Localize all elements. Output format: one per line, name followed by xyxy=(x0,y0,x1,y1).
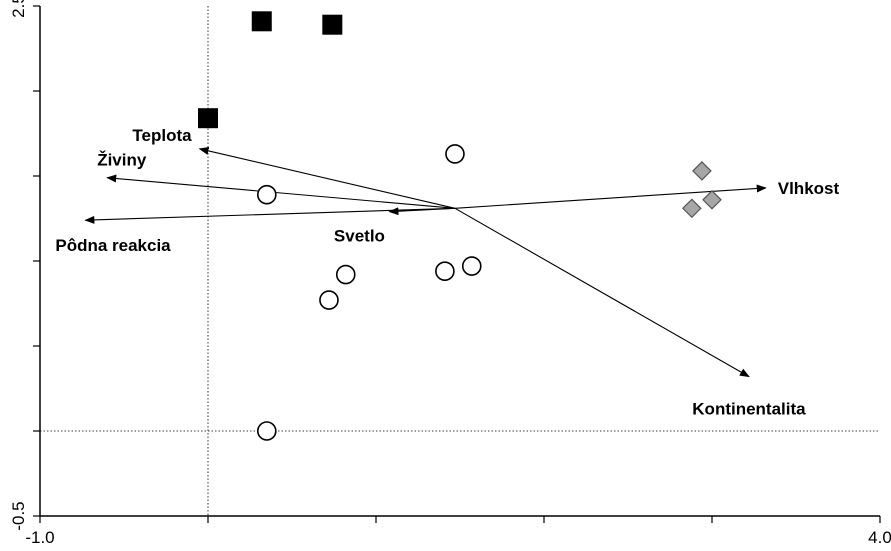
arrow-label-ziviny: Živiny xyxy=(97,151,147,170)
x-tick-label: 4.0 xyxy=(868,528,891,547)
arrow-label-podna-reakcia: Pôdna reakcia xyxy=(55,236,171,255)
square-point xyxy=(322,14,343,35)
arrow-svetlo xyxy=(388,207,455,216)
y-tick-label: -0.5 xyxy=(9,501,28,530)
square-point xyxy=(251,11,272,32)
circle-point xyxy=(461,256,482,276)
arrow-teplota xyxy=(198,146,456,209)
arrow-kontinentalita xyxy=(454,207,750,378)
circle-point xyxy=(256,184,277,205)
diamond-point xyxy=(692,161,712,181)
circle-point xyxy=(319,290,339,310)
circle-point xyxy=(335,264,356,285)
square-point xyxy=(198,108,218,129)
arrow-vlhkost xyxy=(454,184,767,209)
arrow-ziviny xyxy=(106,174,456,209)
arrow-label-vlhkost: Vlhkost xyxy=(778,179,840,198)
arrow-label-teplota: Teplota xyxy=(132,126,192,145)
circle-point xyxy=(256,421,277,441)
diamond-point xyxy=(681,198,702,219)
y-tick-label: 2.5 xyxy=(9,0,28,18)
x-tick-label: -1.0 xyxy=(25,528,54,547)
arrow-label-svetlo: Svetlo xyxy=(334,227,385,246)
arrow-label-kontinentalita: Kontinentalita xyxy=(692,400,806,419)
arrow-podna-reakcia xyxy=(84,207,455,224)
diamond-point xyxy=(702,189,722,210)
circle-point xyxy=(445,144,465,164)
circle-point xyxy=(435,261,455,282)
